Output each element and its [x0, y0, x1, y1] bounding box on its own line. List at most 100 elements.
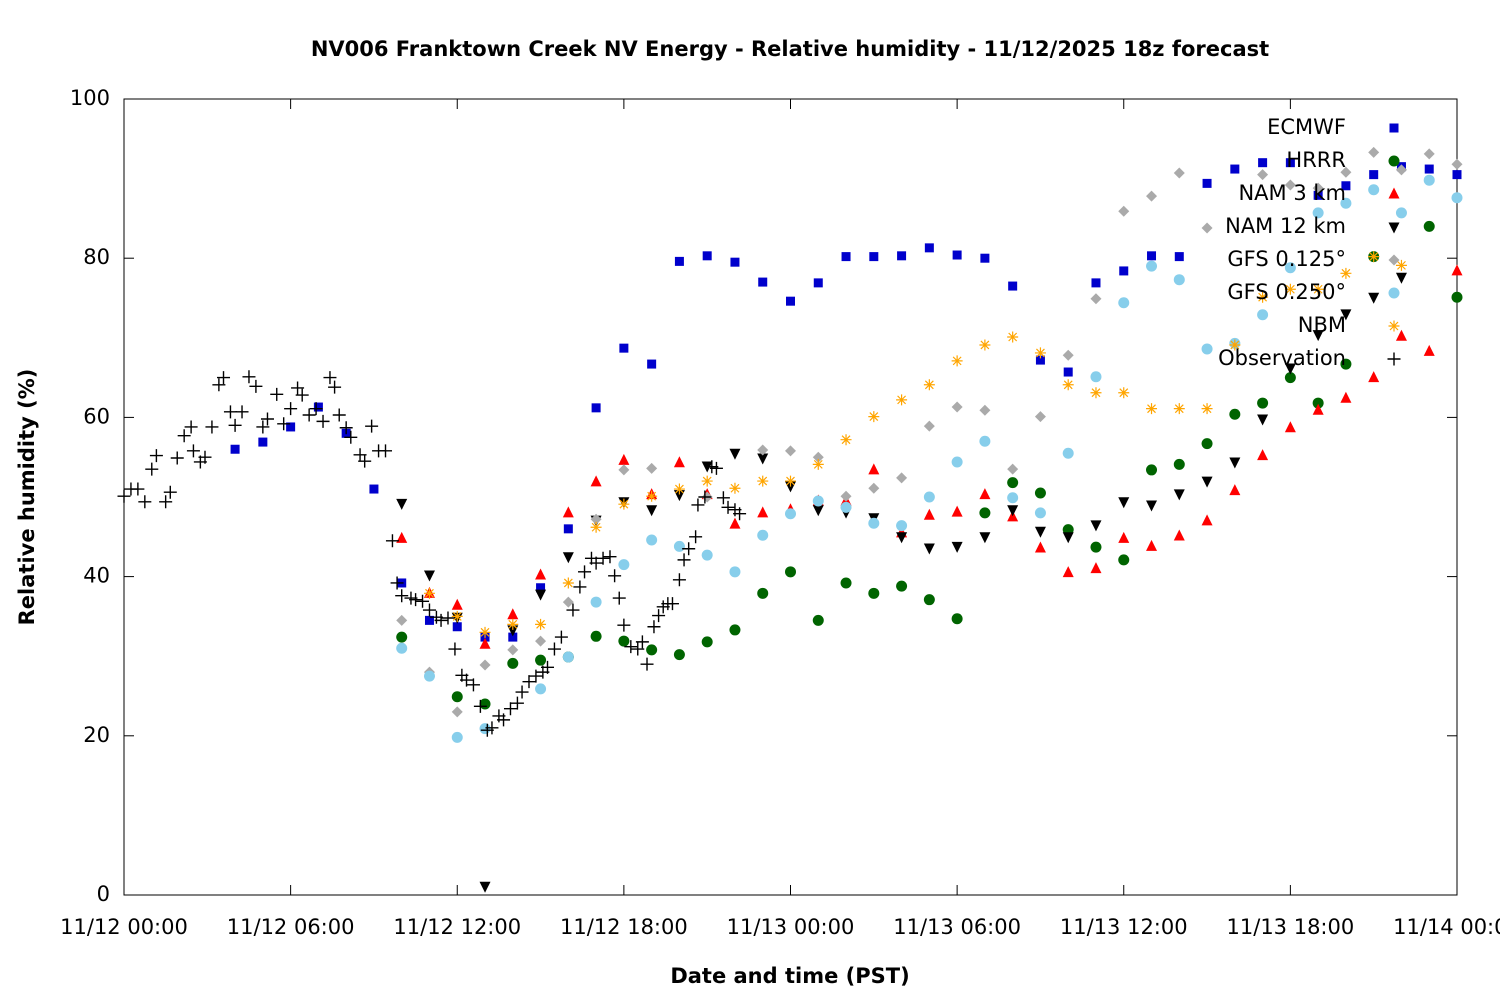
point: [1284, 421, 1296, 433]
point: [198, 450, 212, 464]
point: [508, 632, 518, 642]
point: [535, 683, 547, 695]
point: [647, 359, 657, 369]
point: [451, 610, 463, 622]
point: [646, 462, 658, 474]
point: [1173, 167, 1185, 179]
point: [618, 453, 630, 465]
point: [1424, 164, 1434, 174]
point: [422, 603, 436, 617]
point: [619, 343, 629, 353]
point: [117, 489, 131, 503]
point: [1174, 252, 1184, 262]
point: [665, 597, 679, 611]
point: [896, 472, 908, 484]
point: [701, 636, 713, 648]
legend-label: HRRR: [1286, 148, 1346, 172]
point: [716, 491, 730, 505]
y-tick-label: 80: [83, 245, 110, 269]
point: [1118, 531, 1130, 543]
point: [840, 577, 852, 589]
legend-marker: [1388, 187, 1400, 199]
point: [689, 530, 703, 544]
point: [507, 618, 519, 630]
point: [590, 630, 602, 642]
point: [673, 490, 685, 502]
point: [323, 371, 337, 385]
point: [698, 490, 712, 504]
y-tick-label: 60: [83, 404, 110, 428]
point: [1062, 566, 1074, 578]
point: [1229, 484, 1241, 496]
point: [812, 451, 824, 463]
point: [1118, 554, 1130, 566]
point: [785, 475, 796, 487]
point: [674, 256, 684, 266]
point: [1173, 274, 1185, 286]
point: [529, 669, 543, 683]
point: [923, 491, 935, 503]
x-tick-label: 11/13 00:00: [727, 915, 855, 939]
point: [1451, 158, 1463, 170]
legend-marker: [1388, 320, 1400, 332]
point: [812, 495, 824, 507]
point: [535, 618, 547, 630]
point: [1312, 330, 1324, 342]
point: [479, 723, 491, 735]
point: [924, 243, 934, 253]
series: [117, 370, 747, 737]
point: [284, 402, 298, 416]
point: [896, 394, 908, 406]
point: [618, 635, 630, 647]
point: [448, 642, 462, 656]
point: [159, 495, 173, 509]
point: [1257, 449, 1269, 461]
point: [1284, 262, 1296, 274]
point: [1146, 539, 1158, 551]
point: [603, 550, 617, 564]
point: [673, 540, 685, 552]
point: [647, 620, 661, 634]
point: [840, 434, 852, 446]
point: [896, 520, 908, 532]
point: [841, 252, 851, 262]
x-tick-label: 11/12 06:00: [227, 915, 355, 939]
point: [1423, 220, 1435, 232]
point: [145, 462, 159, 476]
series: [396, 146, 1463, 718]
point: [980, 253, 990, 263]
point: [923, 543, 935, 555]
point: [562, 596, 574, 608]
point: [589, 556, 603, 570]
point: [1229, 408, 1241, 420]
point: [868, 482, 880, 494]
point: [757, 475, 769, 487]
point: [812, 458, 824, 470]
point: [1257, 414, 1269, 426]
point: [332, 408, 346, 422]
point: [757, 529, 769, 541]
point: [640, 657, 654, 671]
point: [1034, 507, 1046, 519]
point: [1312, 207, 1324, 219]
point: [479, 698, 491, 710]
point: [503, 702, 517, 716]
point: [1395, 272, 1407, 284]
point: [1284, 363, 1296, 375]
legend-marker: [1389, 123, 1399, 133]
point: [672, 573, 686, 587]
x-tick-label: 11/13 18:00: [1227, 915, 1355, 939]
point: [673, 649, 685, 661]
point: [758, 277, 768, 287]
point: [840, 490, 852, 502]
point: [979, 532, 991, 544]
point: [313, 402, 323, 412]
point: [441, 611, 455, 625]
point: [451, 691, 463, 703]
point: [591, 403, 601, 413]
point: [1312, 403, 1324, 415]
point: [1284, 372, 1296, 384]
point: [522, 675, 536, 689]
legend-marker: [1388, 155, 1400, 167]
point: [1340, 197, 1352, 209]
